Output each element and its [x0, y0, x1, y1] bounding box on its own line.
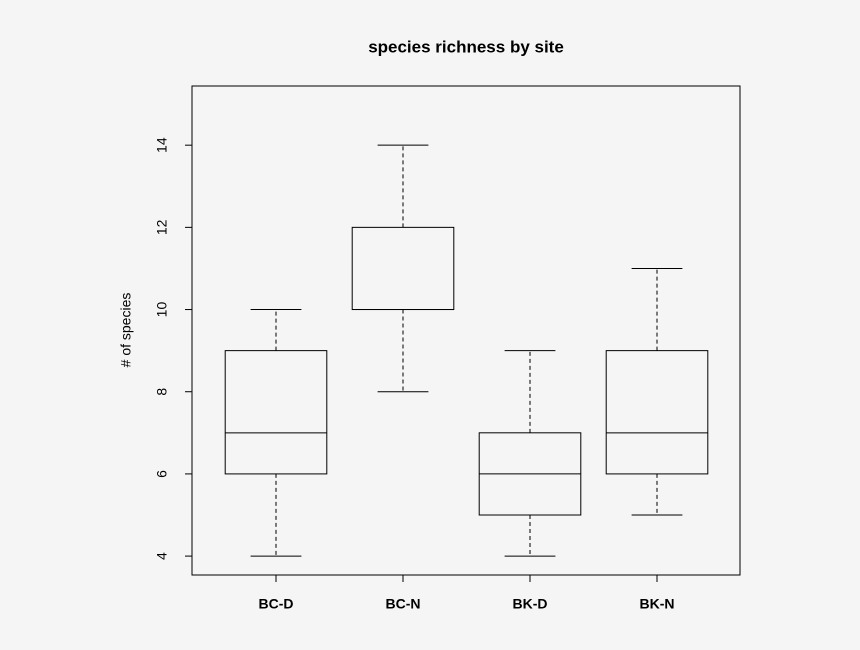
x-tick-label: BC-D [259, 596, 294, 612]
box [605, 350, 709, 475]
x-tick-label: BK-N [640, 596, 675, 612]
y-tick-label: 12 [154, 219, 170, 235]
y-tick-label: 6 [154, 470, 170, 478]
plot-frame [191, 85, 741, 576]
chart-title: species richness by site [368, 37, 564, 56]
y-tick-label: 8 [154, 388, 170, 396]
y-tick-label: 4 [154, 552, 170, 560]
x-tick-label: BC-N [386, 596, 421, 612]
y-axis-label: # of species [118, 293, 134, 368]
y-tick-label: 14 [154, 137, 170, 153]
x-tick-label: BK-D [513, 596, 548, 612]
box [224, 350, 328, 475]
y-tick-label: 10 [154, 302, 170, 318]
